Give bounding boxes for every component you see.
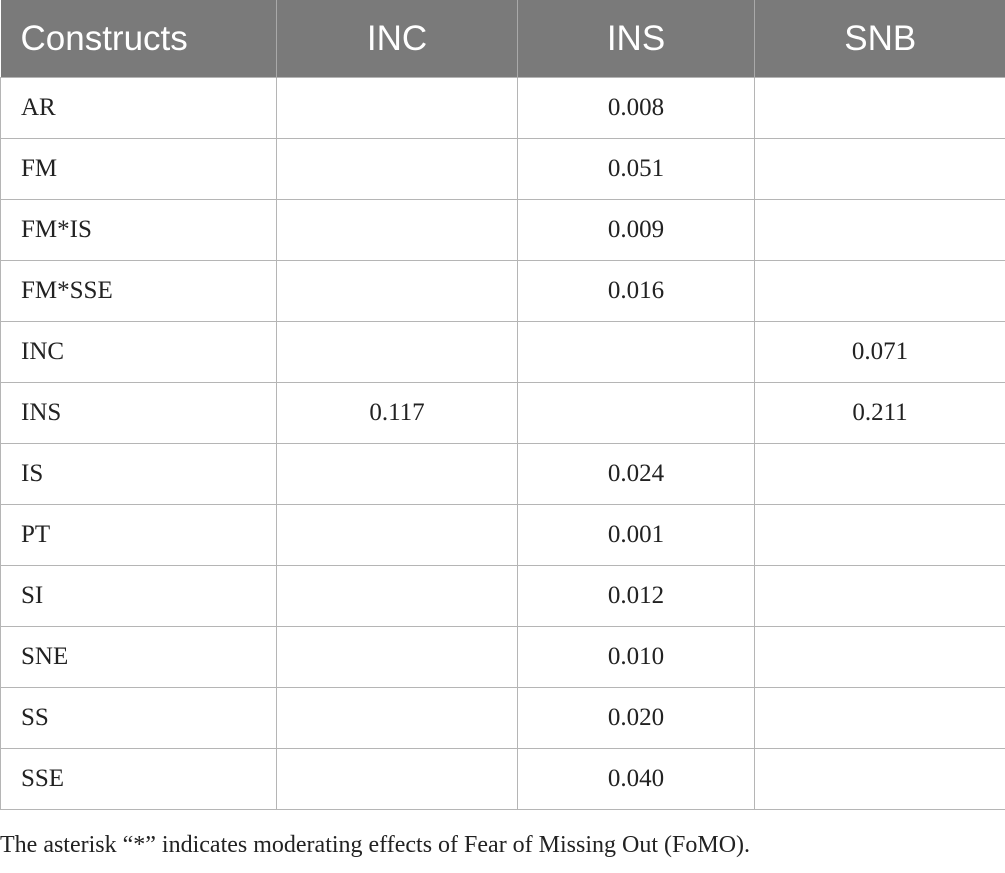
effect-size-table: Constructs INC INS SNB AR 0.008 FM 0.051… xyxy=(0,0,1005,810)
cell-ins: 0.016 xyxy=(517,260,755,322)
cell-inc xyxy=(276,504,518,566)
cell-inc xyxy=(276,443,518,505)
cell-ins: 0.001 xyxy=(517,504,755,566)
effect-size-table-container: Constructs INC INS SNB AR 0.008 FM 0.051… xyxy=(0,0,1005,810)
cell-inc xyxy=(276,138,518,200)
table-row: INC 0.071 xyxy=(0,321,1005,383)
cell-inc xyxy=(276,626,518,688)
header-constructs: Constructs xyxy=(0,0,277,78)
table-row: SNE 0.010 xyxy=(0,626,1005,688)
cell-snb xyxy=(754,504,1005,566)
table-row: AR 0.008 xyxy=(0,77,1005,139)
cell-ins: 0.051 xyxy=(517,138,755,200)
cell-ins xyxy=(517,382,755,444)
cell-inc xyxy=(276,260,518,322)
cell-inc xyxy=(276,748,518,810)
cell-inc xyxy=(276,687,518,749)
table-footnote: The asterisk “*” indicates moderating ef… xyxy=(0,832,751,858)
cell-snb xyxy=(754,626,1005,688)
cell-ins: 0.009 xyxy=(517,199,755,261)
row-label: INC xyxy=(0,321,277,383)
header-row: Constructs INC INS SNB xyxy=(0,0,1005,78)
cell-snb xyxy=(754,260,1005,322)
cell-ins: 0.010 xyxy=(517,626,755,688)
header-inc: INC xyxy=(276,0,518,78)
row-label: SSE xyxy=(0,748,277,810)
header-ins: INS xyxy=(517,0,755,78)
row-label: SS xyxy=(0,687,277,749)
row-label: INS xyxy=(0,382,277,444)
cell-snb xyxy=(754,199,1005,261)
cell-ins: 0.024 xyxy=(517,443,755,505)
table-row: SSE 0.040 xyxy=(0,748,1005,810)
row-label: SNE xyxy=(0,626,277,688)
cell-snb xyxy=(754,565,1005,627)
cell-snb xyxy=(754,748,1005,810)
table-row: IS 0.024 xyxy=(0,443,1005,505)
cell-inc xyxy=(276,77,518,139)
row-label: FM*SSE xyxy=(0,260,277,322)
cell-inc xyxy=(276,565,518,627)
cell-inc: 0.117 xyxy=(276,382,518,444)
cell-snb: 0.211 xyxy=(754,382,1005,444)
table-row: INS 0.117 0.211 xyxy=(0,382,1005,444)
cell-ins: 0.008 xyxy=(517,77,755,139)
table-row: PT 0.001 xyxy=(0,504,1005,566)
cell-ins: 0.012 xyxy=(517,565,755,627)
cell-snb: 0.071 xyxy=(754,321,1005,383)
row-label: SI xyxy=(0,565,277,627)
table-body: AR 0.008 FM 0.051 FM*IS 0.009 FM*SSE 0. xyxy=(0,77,1005,810)
cell-inc xyxy=(276,199,518,261)
cell-snb xyxy=(754,138,1005,200)
table-row: FM 0.051 xyxy=(0,138,1005,200)
cell-snb xyxy=(754,687,1005,749)
cell-snb xyxy=(754,443,1005,505)
table-row: SI 0.012 xyxy=(0,565,1005,627)
cell-snb xyxy=(754,77,1005,139)
row-label: PT xyxy=(0,504,277,566)
table-row: FM*SSE 0.016 xyxy=(0,260,1005,322)
row-label: FM*IS xyxy=(0,199,277,261)
table-row: SS 0.020 xyxy=(0,687,1005,749)
row-label: FM xyxy=(0,138,277,200)
row-label: IS xyxy=(0,443,277,505)
header-snb: SNB xyxy=(754,0,1005,78)
table-row: FM*IS 0.009 xyxy=(0,199,1005,261)
cell-inc xyxy=(276,321,518,383)
cell-ins: 0.040 xyxy=(517,748,755,810)
cell-ins xyxy=(517,321,755,383)
row-label: AR xyxy=(0,77,277,139)
cell-ins: 0.020 xyxy=(517,687,755,749)
table-header: Constructs INC INS SNB xyxy=(0,0,1005,78)
